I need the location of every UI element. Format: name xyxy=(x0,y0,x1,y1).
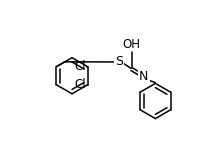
Text: Cl: Cl xyxy=(74,78,86,91)
Text: N: N xyxy=(139,70,149,83)
Text: OH: OH xyxy=(123,38,141,51)
Text: S: S xyxy=(115,56,124,68)
Text: Cl: Cl xyxy=(74,60,86,73)
